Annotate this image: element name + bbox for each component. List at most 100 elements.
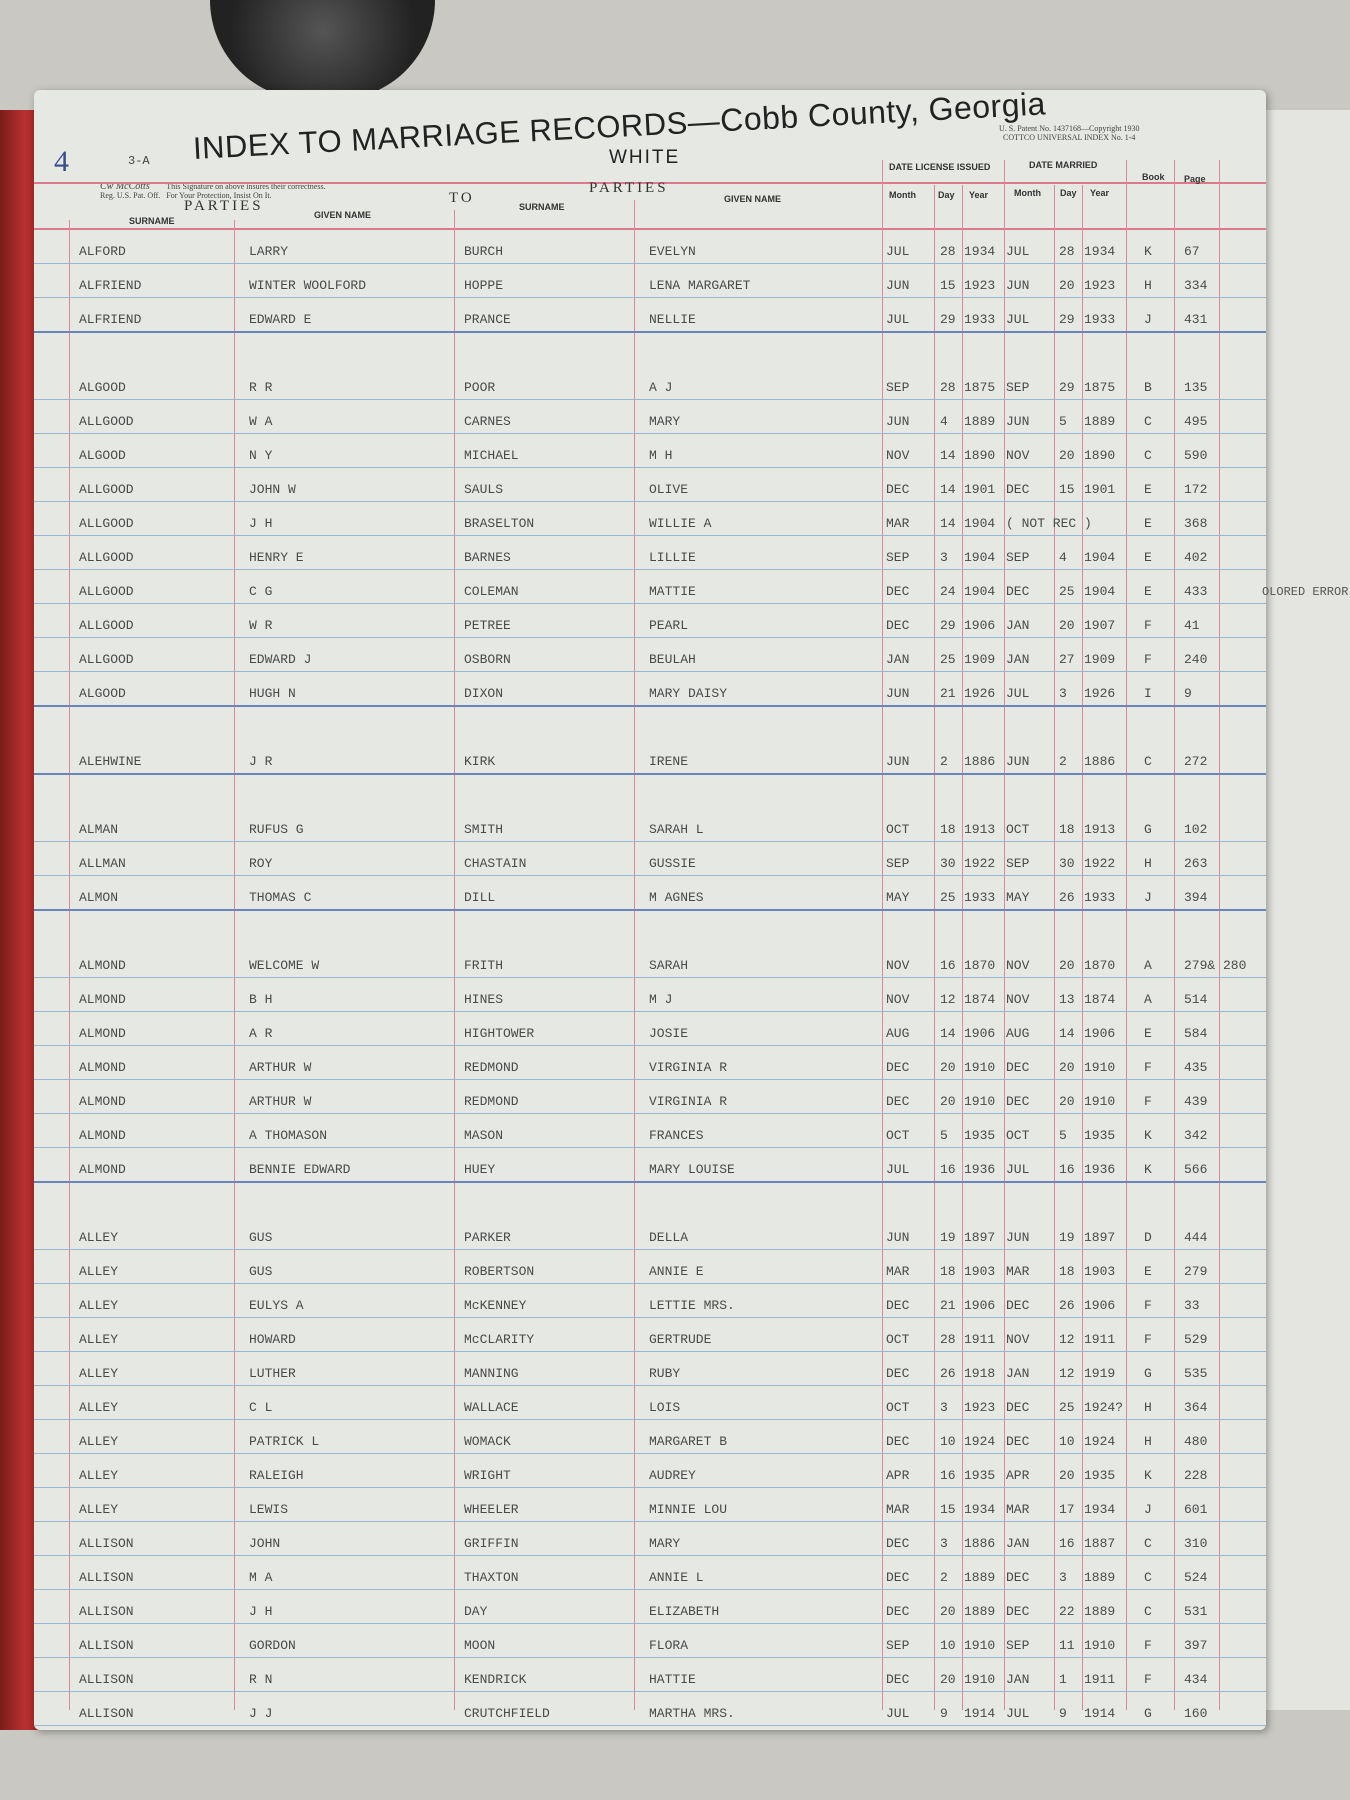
parties-right-heading: PARTIES — [589, 180, 669, 196]
right-given-name: SARAH — [649, 958, 689, 973]
column-rule — [634, 200, 635, 1710]
record-row: ALMOND BENNIE EDWARD HUEY MARY LOUISE JUL 16 1… — [34, 1148, 1266, 1183]
married-day: 11 — [1059, 1638, 1075, 1653]
record-row: ALLGOOD C G COLEMAN MATTIE DEC 24 1904 DEC 25 190… — [34, 570, 1266, 604]
year-header: Year — [1090, 188, 1110, 198]
right-given-name: GUSSIE — [649, 856, 696, 871]
married-month: DEC — [1006, 1060, 1030, 1075]
book-header: Book — [1142, 172, 1165, 182]
right-given-name: MARY LOUISE — [649, 1162, 735, 1177]
record-row: ALLGOOD W A CARNES MARY JUN 4 1889 JUN 5 1889 C 495 — [34, 400, 1266, 434]
married-year: 1924? — [1084, 1400, 1124, 1415]
record-row: ALLGOOD J H BRASELTON WILLIE A MAR 14 1904 ( NO… — [34, 502, 1266, 536]
license-day: 21 — [940, 686, 956, 701]
left-surname: ALLISON — [79, 1672, 134, 1687]
patent-line: COTTCO UNIVERSAL INDEX No. 1-4 — [1003, 133, 1136, 142]
married-year: 1914 — [1084, 1706, 1116, 1721]
book: K — [1144, 1468, 1152, 1483]
married-month: SEP — [1006, 550, 1030, 565]
right-given-name: OLIVE — [649, 482, 689, 497]
left-given-name: R N — [249, 1672, 273, 1687]
license-day: 29 — [940, 312, 956, 327]
married-day: 25 — [1059, 584, 1075, 599]
page: 172 — [1184, 482, 1208, 497]
record-row: ALFRIEND WINTER WOOLFORD HOPPE LENA MARGARE… — [34, 264, 1266, 298]
married-year: 1887 — [1084, 1536, 1116, 1551]
right-surname: DIXON — [464, 686, 504, 701]
left-given-name: JOHN W — [249, 482, 296, 497]
license-day: 25 — [940, 652, 956, 667]
page: 435 — [1184, 1060, 1208, 1075]
license-day: 15 — [940, 1502, 956, 1517]
married-year: 1886 — [1084, 754, 1116, 769]
page: 566 — [1184, 1162, 1208, 1177]
book: J — [1144, 312, 1152, 327]
signature-reg: Reg. U.S. Pat. Off. — [100, 191, 161, 200]
left-given-name: J R — [249, 754, 273, 769]
married-day: 3 — [1059, 686, 1067, 701]
married-month: DEC — [1006, 1400, 1030, 1415]
right-surname: COLEMAN — [464, 584, 519, 599]
license-day: 10 — [940, 1434, 956, 1449]
right-surname: WOMACK — [464, 1434, 511, 1449]
left-given-name: EULYS A — [249, 1298, 304, 1313]
record-row: ALFORD LARRY BURCH EVELYN JUL 28 1934 JUL 28 1934… — [34, 230, 1266, 264]
book: E — [1144, 1026, 1152, 1041]
married-day: 20 — [1059, 1468, 1075, 1483]
married-month: JUN — [1006, 414, 1030, 429]
given-name-header: GIVEN NAME — [314, 210, 372, 220]
record-row: ALLISON M A THAXTON ANNIE L DEC 2 1889 DEC 3 1889… — [34, 1556, 1266, 1590]
license-month: SEP — [886, 550, 910, 565]
page: 102 — [1184, 822, 1208, 837]
license-year: 1875 — [964, 380, 996, 395]
record-row: ALEHWINE J R KIRK IRENE JUN 2 1886 JUN 2 1886 C 272 — [34, 740, 1266, 775]
license-month: OCT — [886, 1400, 910, 1415]
month-header: Month — [889, 190, 916, 200]
license-month: JUL — [886, 1162, 910, 1177]
year-header: Year — [969, 190, 989, 200]
license-month: JUL — [886, 312, 910, 327]
married-month: MAR — [1006, 1502, 1030, 1517]
left-surname: ALLEY — [79, 1468, 119, 1483]
married-month: ( NOT REC ) — [1006, 516, 1092, 531]
license-year: 1935 — [964, 1128, 996, 1143]
married-year: 1889 — [1084, 1604, 1116, 1619]
married-year: 1919 — [1084, 1366, 1116, 1381]
license-day: 14 — [940, 482, 956, 497]
book: F — [1144, 618, 1152, 633]
married-day: 18 — [1059, 822, 1075, 837]
day-header: Day — [938, 190, 955, 200]
right-surname: SMITH — [464, 822, 504, 837]
patent-notice: U. S. Patent No. 1437168—Copyright 1930 … — [999, 124, 1139, 142]
right-given-name: NELLIE — [649, 312, 696, 327]
signature-notice: Cw McCotts Reg. U.S. Pat. Off. This Sign… — [100, 182, 326, 201]
right-surname: SAULS — [464, 482, 504, 497]
license-month: JUN — [886, 686, 910, 701]
license-year: 1926 — [964, 686, 996, 701]
married-day: 12 — [1059, 1366, 1075, 1381]
book: C — [1144, 1604, 1152, 1619]
license-month: OCT — [886, 1128, 910, 1143]
married-year: 1890 — [1084, 448, 1116, 463]
column-rule — [1004, 160, 1005, 1710]
surname-header: SURNAME — [129, 216, 175, 226]
record-row: ALLISON R N KENDRICK HATTIE DEC 20 1910 JAN 1 191… — [34, 1658, 1266, 1692]
license-year: 1904 — [964, 584, 996, 599]
right-surname: MOON — [464, 1638, 496, 1653]
license-year: 1935 — [964, 1468, 996, 1483]
marriage-records-list: ALFORD LARRY BURCH EVELYN JUL 28 1934 JUL 28 1934… — [34, 230, 1266, 1726]
married-year: 1911 — [1084, 1332, 1116, 1347]
right-given-name: AUDREY — [649, 1468, 696, 1483]
license-month: DEC — [886, 1298, 910, 1313]
right-surname: PRANCE — [464, 312, 511, 327]
left-given-name: J J — [249, 1706, 273, 1721]
left-given-name: ARTHUR W — [249, 1094, 312, 1109]
left-surname: ALEHWINE — [79, 754, 142, 769]
right-given-name: VIRGINIA R — [649, 1094, 728, 1109]
left-surname: ALLISON — [79, 1604, 134, 1619]
page: 434 — [1184, 1672, 1208, 1687]
license-year: 1910 — [964, 1672, 996, 1687]
married-day: 10 — [1059, 1434, 1075, 1449]
married-month: OCT — [1006, 822, 1030, 837]
right-given-name: FLORA — [649, 1638, 689, 1653]
